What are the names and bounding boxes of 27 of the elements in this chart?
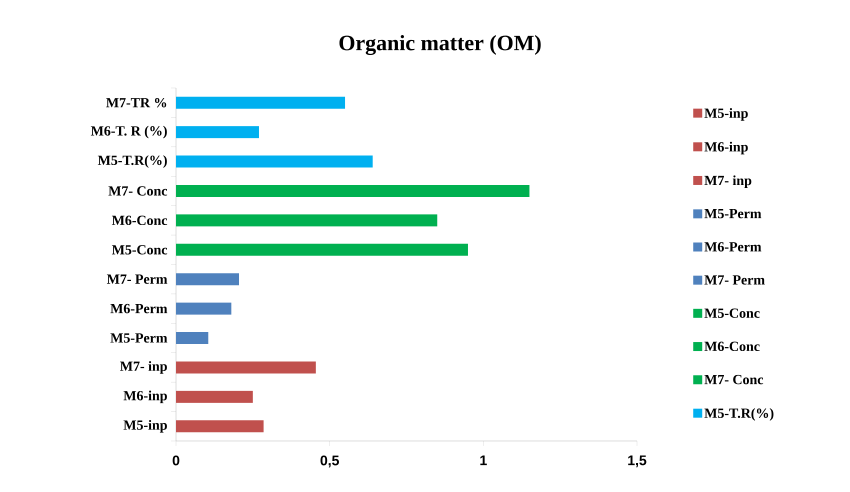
legend-label: M7- Conc [704, 374, 764, 384]
y-tick-label: M6-T. R (%) [90, 126, 167, 138]
y-tick-label: M5-Perm [110, 333, 168, 343]
x-tick-label: 1,5 [628, 456, 646, 468]
legend-label: M6-Conc [704, 342, 760, 352]
y-tick-label: M7- inp [120, 361, 167, 374]
legend-label: M6-inp [704, 142, 748, 154]
y-tick-label: M7- Perm [106, 274, 168, 284]
x-tick-label: 0,5 [320, 456, 339, 468]
x-tick-label: 0 [172, 456, 180, 466]
y-tick-label: M5-Conc [112, 245, 168, 254]
legend-label: M5-T.R(%) [704, 408, 774, 421]
legend-label: M7- Perm [704, 275, 765, 285]
x-tick-label: 1 [480, 456, 487, 466]
legend-label: M7- inp [704, 175, 752, 188]
legend-label: M5-Conc [704, 308, 760, 318]
chart-title: Organic matter (OM) [339, 34, 541, 56]
y-tick-label: M5-inp [124, 420, 167, 433]
y-tick-label: M7-TR % [106, 98, 166, 108]
legend-label: M6-Perm [704, 242, 762, 252]
y-tick-label: M7- Conc [108, 186, 168, 196]
y-tick-label: M5-T.R(%) [98, 155, 167, 168]
y-tick-label: M6-inp [124, 390, 167, 404]
y-tick-label: M6-Conc [112, 216, 168, 226]
legend-label: M5-Perm [704, 209, 762, 218]
legend-label: M5-inp [704, 108, 748, 121]
y-tick-label: M6-Perm [110, 304, 168, 314]
